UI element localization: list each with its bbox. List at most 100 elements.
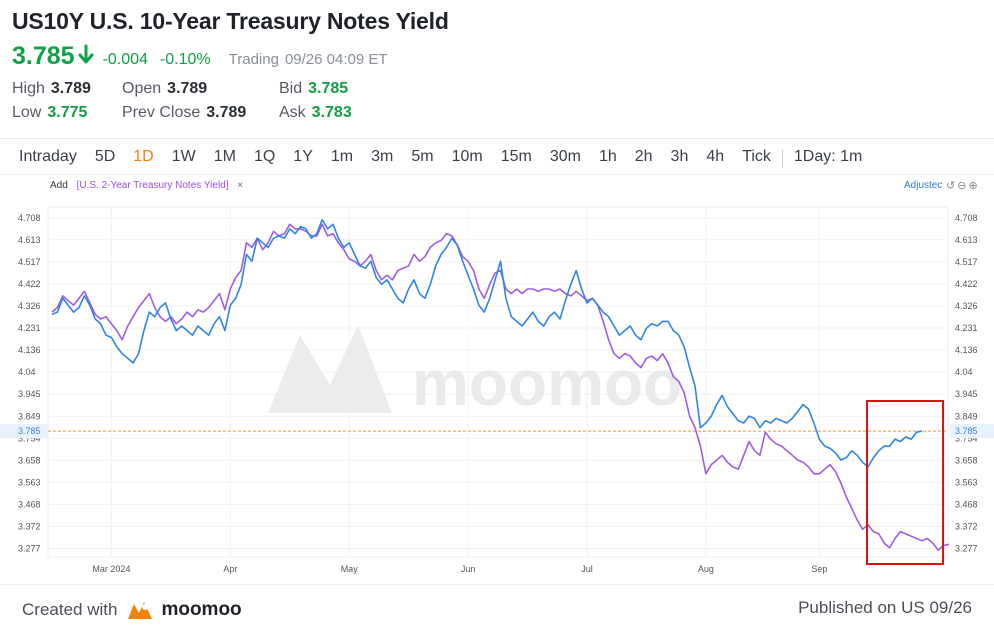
footer-brand: moomoo	[161, 599, 242, 620]
compare-series-tag[interactable]: [U.S. 2-Year Treasury Notes Yield]	[76, 180, 229, 191]
y-tick-label-right: 4.613	[955, 235, 978, 245]
y-tick-label-left: 3.277	[18, 543, 41, 553]
tabs-divider	[0, 174, 994, 175]
x-tick-label: Jul	[581, 564, 593, 574]
x-tick-label: May	[341, 564, 359, 574]
price-change-pct: -0.10%	[159, 51, 211, 68]
y-tick-label-right: 3.277	[955, 543, 978, 553]
moomoo-logo-icon	[128, 602, 153, 619]
remove-compare-button[interactable]: ×	[237, 180, 244, 191]
tab-2h[interactable]: 2h	[634, 148, 653, 165]
quote-timestamp: 09/26 04:09 ET	[284, 51, 388, 68]
tab-1m[interactable]: 1m	[330, 148, 354, 165]
current-value-label-left: 3.785	[18, 426, 41, 436]
stat-low-label: Low	[12, 104, 42, 121]
y-tick-label-left: 3.468	[18, 499, 41, 509]
y-tick-label-left: 3.754	[18, 433, 41, 443]
y-tick-label-right: 3.563	[955, 477, 978, 487]
tab-1m[interactable]: 1M	[213, 148, 236, 165]
watermark-bull-icon	[268, 325, 392, 413]
y-tick-label-right: 4.517	[955, 257, 978, 267]
x-tick-label: Aug	[698, 564, 714, 574]
y-tick-label-right: 3.468	[955, 499, 978, 509]
series-line-us10y	[51, 218, 923, 468]
plot-area	[47, 206, 949, 558]
y-tick-label-right: 3.754	[955, 433, 978, 443]
current-value-tag-right	[950, 424, 994, 439]
y-tick-label-left: 3.563	[18, 477, 41, 487]
created-with: Created with moomoo	[22, 598, 242, 622]
y-tick-label-left: 3.945	[18, 389, 41, 399]
y-tick-label-right: 4.708	[955, 213, 978, 223]
tab-5m[interactable]: 5m	[411, 148, 434, 165]
y-tick-label-left: 4.613	[18, 235, 41, 245]
current-value-label-right: 3.785	[955, 426, 978, 436]
tab-1q[interactable]: 1Q	[253, 148, 276, 165]
tab-3m[interactable]: 3m	[371, 148, 394, 165]
page-title: US10Y U.S. 10-Year Treasury Notes Yield	[12, 8, 449, 34]
market-status: Trading	[228, 51, 279, 68]
price-change: -0.004	[102, 51, 148, 68]
add-compare-button[interactable]: Add	[50, 180, 68, 191]
y-tick-label-right: 3.658	[955, 455, 978, 465]
tab-1y[interactable]: 1Y	[293, 148, 313, 165]
stat-high: High 3.789	[12, 80, 91, 98]
tab-15m[interactable]: 15m	[500, 148, 532, 165]
chart-controls: ↺ ⊖ ⊕	[946, 179, 978, 192]
x-tick-label: Sep	[811, 564, 827, 574]
x-tick-label: Apr	[223, 564, 237, 574]
tab-10m[interactable]: 10m	[451, 148, 483, 165]
series-line-us2y	[51, 223, 950, 551]
watermark-text: moomoo	[412, 347, 682, 419]
timeframe-tabs: Intraday 5D 1D 1W 1M 1Q 1Y 1m 3m 5m 10m 15m 30m 1h 2h 3…	[10, 145, 871, 171]
stat-ask-value: 3.783	[311, 104, 352, 121]
y-tick-label-right: 4.326	[955, 301, 978, 311]
tab-4h[interactable]: 4h	[706, 148, 725, 165]
adjust-button[interactable]: Adjustec	[904, 180, 943, 191]
created-label: Created with	[22, 600, 118, 619]
y-tick-label-right: 4.231	[955, 323, 978, 333]
x-tick-label: Jun	[461, 564, 476, 574]
zoom-out-icon[interactable]: ⊖	[957, 180, 967, 192]
x-tick-label: Mar 2024	[92, 564, 130, 574]
stat-open-value: 3.789	[167, 80, 208, 97]
tab-1day-1m[interactable]: 1Day: 1m	[793, 148, 863, 165]
highlight-box	[866, 400, 944, 565]
stat-bid-value: 3.785	[308, 80, 349, 97]
stat-low-value: 3.775	[47, 104, 88, 121]
tab-30m[interactable]: 30m	[549, 148, 581, 165]
last-price: 3.785	[12, 42, 75, 70]
tab-tick[interactable]: Tick	[742, 148, 771, 165]
compare-toolbar: Add [U.S. 2-Year Treasury Notes Yield] ×	[50, 180, 243, 191]
tab-5d[interactable]: 5D	[94, 148, 116, 165]
stat-prev-close: Prev Close 3.789	[122, 104, 246, 122]
stat-open-label: Open	[122, 80, 162, 97]
tab-1d[interactable]: 1D	[133, 148, 154, 165]
stat-high-label: High	[12, 80, 45, 97]
y-tick-label-right: 4.04	[955, 367, 973, 377]
y-tick-label-right: 4.422	[955, 279, 978, 289]
quote-row: 3.785 -0.004 -0.10% Trading 09/26 04:09 …	[12, 42, 388, 71]
yield-chart[interactable]: 4.708 4.708 4.613 4.613 4.517 4.517 4.422 4.422…	[0, 195, 994, 580]
arrow-down-icon	[78, 44, 94, 64]
y-tick-label-right: 3.849	[955, 411, 978, 421]
y-tick-label-left: 4.422	[18, 279, 41, 289]
y-tick-label-left: 3.849	[18, 411, 41, 421]
stat-prev-close-value: 3.789	[206, 104, 247, 121]
stat-ask: Ask 3.783	[279, 104, 352, 122]
y-tick-label-left: 4.04	[18, 367, 36, 377]
tab-intraday[interactable]: Intraday	[19, 148, 77, 165]
y-tick-label-left: 3.658	[18, 455, 41, 465]
stat-bid: Bid 3.785	[279, 80, 348, 98]
tab-3h[interactable]: 3h	[670, 148, 689, 165]
y-tick-label-left: 4.231	[18, 323, 41, 333]
reset-icon[interactable]: ↺	[946, 180, 956, 192]
stat-prev-close-label: Prev Close	[122, 104, 201, 121]
y-tick-label-left: 4.136	[18, 345, 41, 355]
footer-divider	[0, 584, 994, 585]
tab-separator	[781, 150, 783, 168]
tab-1h[interactable]: 1h	[598, 148, 617, 165]
zoom-in-icon[interactable]: ⊕	[968, 180, 978, 192]
y-tick-label-right: 3.945	[955, 389, 978, 399]
tab-1w[interactable]: 1W	[171, 148, 196, 165]
